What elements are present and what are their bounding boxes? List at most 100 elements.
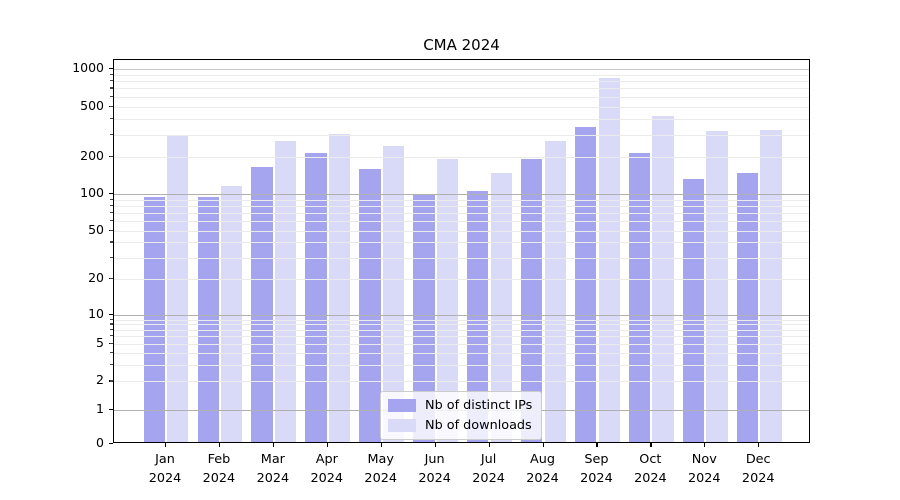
y-minor-tick-mark xyxy=(110,277,113,280)
y-tick-label: 0 xyxy=(96,434,104,450)
gridline-minor xyxy=(114,230,809,232)
gridline-major xyxy=(114,69,809,70)
gridline-minor xyxy=(114,329,809,331)
bar-ips-oct xyxy=(628,153,651,442)
x-tick-label: Dec 2024 xyxy=(741,451,775,486)
y-minor-tick-mark xyxy=(110,335,113,337)
y-minor-tick-mark xyxy=(110,87,113,89)
gridline-minor xyxy=(114,343,809,345)
x-tick-label: Sep 2024 xyxy=(580,451,613,486)
gridline-minor xyxy=(114,319,809,321)
bar-ips-aug xyxy=(521,158,543,442)
gridline-minor xyxy=(114,118,809,120)
y-minor-tick-mark xyxy=(110,205,113,207)
y-minor-tick-mark xyxy=(110,241,113,243)
legend-label: Nb of downloads xyxy=(425,418,532,433)
y-minor-tick-mark xyxy=(110,220,113,222)
y-tick-label: 200 xyxy=(80,147,104,163)
y-tick-label: 50 xyxy=(88,221,104,237)
gridline-minor xyxy=(114,81,809,83)
gridline-minor xyxy=(114,106,809,108)
x-tick-label: May 2024 xyxy=(364,451,397,486)
y-minor-tick-mark xyxy=(110,256,113,258)
x-tick-label: Nov 2024 xyxy=(688,451,721,486)
gridline-minor xyxy=(114,96,809,98)
bar-downloads-mar xyxy=(274,141,297,442)
y-minor-tick-mark xyxy=(110,363,113,365)
x-tick-mark xyxy=(434,442,436,447)
y-minor-tick-mark xyxy=(110,117,113,120)
y-tick-label: 100 xyxy=(80,185,104,201)
x-tick-mark xyxy=(165,442,167,447)
x-tick-label: Feb 2024 xyxy=(202,451,236,486)
y-minor-tick-mark xyxy=(110,105,113,107)
gridline-minor xyxy=(114,257,809,259)
y-minor-tick-mark xyxy=(110,73,113,75)
y-minor-tick-mark xyxy=(110,342,113,344)
x-tick-label: Jul 2024 xyxy=(472,451,505,486)
x-tick-mark xyxy=(758,442,760,447)
x-tick-label: Aug 2024 xyxy=(526,451,559,486)
y-tick-label: 1000 xyxy=(72,60,104,75)
bar-downloads-dec xyxy=(760,129,782,442)
y-tick-mark xyxy=(108,193,113,195)
gridline-minor xyxy=(114,221,809,223)
y-tick-mark xyxy=(108,442,113,444)
y-minor-tick-mark xyxy=(110,95,113,97)
legend-swatch xyxy=(388,418,416,433)
legend: Nb of distinct IPs Nb of downloads xyxy=(380,391,543,440)
x-tick-mark xyxy=(380,442,382,447)
gridline-minor xyxy=(114,242,809,244)
legend-label: Nb of distinct IPs xyxy=(425,398,533,413)
gridline-minor xyxy=(114,134,809,136)
y-minor-tick-mark xyxy=(110,380,113,382)
y-tick-mark xyxy=(108,68,113,70)
y-tick-label: 1 xyxy=(96,401,104,416)
x-tick-mark xyxy=(596,442,598,447)
x-tick-mark xyxy=(272,442,275,447)
x-tick-mark xyxy=(704,442,706,447)
y-minor-tick-mark xyxy=(110,212,113,214)
gridline-minor xyxy=(114,199,809,201)
x-tick-mark xyxy=(542,442,544,447)
gridline-minor xyxy=(114,381,809,383)
y-tick-mark xyxy=(108,314,113,316)
gridline-minor xyxy=(114,324,809,326)
legend-row: Nb of downloads xyxy=(388,418,532,433)
gridline-minor xyxy=(114,74,809,76)
y-minor-tick-mark xyxy=(110,229,113,231)
bar-ips-jun xyxy=(413,195,435,442)
bar-downloads-may xyxy=(382,145,405,442)
bar-ips-nov xyxy=(682,178,705,442)
x-tick-label: Jun 2024 xyxy=(418,451,451,486)
bar-downloads-aug xyxy=(544,141,566,442)
y-minor-tick-mark xyxy=(110,323,113,325)
y-minor-tick-mark xyxy=(110,318,113,320)
x-tick-mark xyxy=(488,442,490,447)
y-tick-label: 20 xyxy=(88,269,104,285)
gridline-minor xyxy=(114,364,809,366)
bar-ips-may xyxy=(359,169,381,442)
bar-ips-mar xyxy=(251,167,273,442)
x-tick-label: Oct 2024 xyxy=(634,451,667,486)
x-tick-mark xyxy=(650,442,652,447)
bar-downloads-nov xyxy=(706,131,728,442)
bar-downloads-feb xyxy=(221,185,243,442)
gridline-minor xyxy=(114,206,809,208)
bars-layer xyxy=(114,60,809,442)
gridline-minor xyxy=(114,213,809,215)
bar-ips-dec xyxy=(736,172,759,442)
bar-downloads-jun xyxy=(436,158,459,442)
y-minor-tick-mark xyxy=(110,155,113,157)
bar-ips-jul xyxy=(467,190,489,442)
legend-row: Nb of distinct IPs xyxy=(388,398,532,413)
y-minor-tick-mark xyxy=(110,328,113,331)
gridline-minor xyxy=(114,336,809,338)
x-tick-label: Mar 2024 xyxy=(256,451,290,486)
chart-title: CMA 2024 xyxy=(423,36,500,54)
legend-swatch xyxy=(388,398,416,413)
x-tick-mark xyxy=(326,442,328,447)
gridline-major xyxy=(114,315,809,317)
y-minor-tick-mark xyxy=(110,351,113,354)
